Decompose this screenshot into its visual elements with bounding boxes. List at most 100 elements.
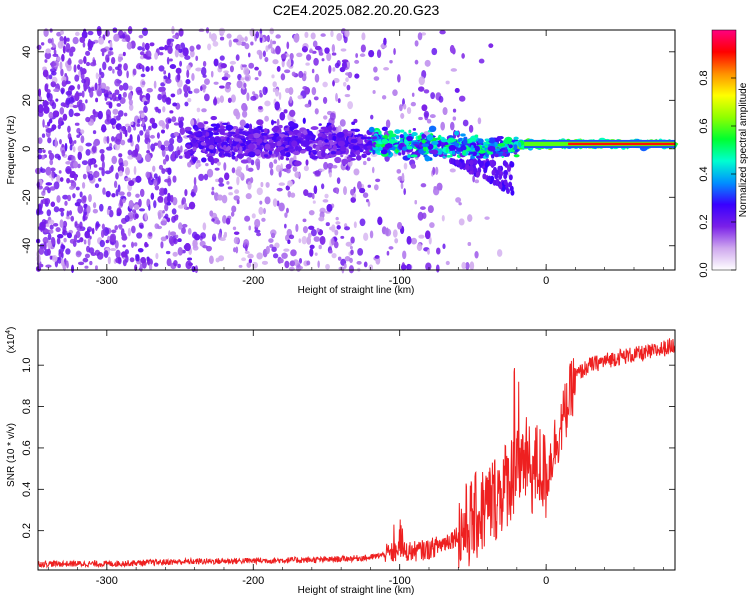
spectrogram-cell bbox=[414, 143, 418, 147]
spectrogram-cell bbox=[248, 123, 253, 130]
spectrogram-cell bbox=[418, 86, 425, 92]
spectrogram-cell bbox=[244, 215, 251, 222]
spectrogram-cell bbox=[354, 59, 360, 64]
spectrogram-cell bbox=[302, 129, 308, 136]
spectrogram-cell bbox=[44, 83, 49, 92]
spectrogram-cell bbox=[95, 171, 100, 178]
spectrogram-cell bbox=[219, 95, 224, 103]
spectrogram-cell bbox=[350, 188, 355, 196]
spectrogram-cell bbox=[421, 143, 430, 148]
spectrogram-cell bbox=[337, 140, 346, 147]
spectrogram-cell bbox=[67, 194, 72, 202]
colorbar-gradient bbox=[711, 29, 737, 271]
spectrogram-cell bbox=[57, 234, 64, 239]
spectrogram-cell bbox=[484, 161, 489, 168]
spectrogram-cell bbox=[184, 91, 189, 98]
spectrogram-cell bbox=[92, 140, 98, 147]
spectrogram-cell bbox=[240, 86, 247, 95]
spectrogram-cell bbox=[324, 193, 329, 199]
spectrogram-cell bbox=[311, 193, 315, 200]
spectrogram-cell bbox=[49, 224, 54, 230]
spectrogram-cell bbox=[126, 70, 129, 79]
spectrogram-cell bbox=[250, 95, 257, 101]
spectrogram-cell bbox=[80, 102, 86, 112]
spectrogram-cell bbox=[184, 126, 192, 131]
spectrogram-cell bbox=[96, 88, 102, 97]
spectrogram-cell bbox=[271, 74, 275, 79]
spectrogram-cell bbox=[280, 73, 286, 81]
spectrogram-cell bbox=[350, 197, 356, 203]
spectrogram-cell bbox=[45, 128, 53, 134]
spectrogram-cell bbox=[226, 33, 232, 39]
spectrogram-cell bbox=[231, 125, 239, 130]
spectrogram-cell bbox=[128, 180, 135, 186]
spectrogram-cell bbox=[272, 87, 276, 93]
spectrogram-cell bbox=[353, 168, 360, 176]
spectrogram-cell bbox=[127, 149, 133, 156]
spectrogram-cell bbox=[326, 52, 332, 62]
spectrogram-cell bbox=[58, 251, 63, 258]
spectrogram-cell bbox=[52, 223, 59, 227]
spectrogram-cell bbox=[477, 149, 486, 154]
spectrogram-cell bbox=[49, 28, 53, 33]
spectrogram-cell bbox=[509, 161, 514, 168]
spectrogram-cell bbox=[263, 139, 268, 143]
spectrogram-cell bbox=[286, 60, 292, 68]
spectrogram-cell bbox=[440, 121, 445, 131]
spectrogram-cell bbox=[331, 43, 336, 53]
spectrogram-cell bbox=[87, 40, 94, 49]
spectrogram-cell bbox=[330, 141, 335, 146]
spectrogram-cell bbox=[178, 222, 183, 230]
spectrogram-cell bbox=[60, 211, 64, 217]
spectrogram-cell bbox=[389, 59, 393, 64]
spectrogram-cell bbox=[473, 167, 478, 174]
spectrogram-cell bbox=[373, 184, 379, 191]
spectrogram-cell bbox=[385, 119, 391, 129]
spectrogram-cell bbox=[331, 237, 335, 246]
spectrogram-cell bbox=[341, 158, 349, 165]
spectrogram-cell bbox=[184, 152, 191, 159]
spectrogram-cell bbox=[418, 234, 425, 239]
spectrogram-cell bbox=[103, 250, 109, 258]
spectrogram-cell bbox=[308, 49, 314, 54]
spectrogram-cell bbox=[368, 49, 375, 58]
spectrogram-cell bbox=[182, 47, 189, 57]
spectrogram-cell bbox=[274, 101, 280, 111]
spectrogram-cell bbox=[421, 139, 426, 144]
spectrogram-cell bbox=[193, 88, 200, 94]
spectrogram-cell bbox=[77, 151, 82, 160]
spectrogram-cell bbox=[113, 115, 117, 119]
spectrogram-cell bbox=[193, 184, 198, 194]
spectrogram-cell bbox=[178, 155, 183, 159]
spectrogram-cell bbox=[275, 34, 281, 39]
x-tick-label: -100 bbox=[389, 275, 411, 287]
spectrogram-cell bbox=[225, 82, 231, 90]
spectrogram-cell bbox=[377, 141, 383, 145]
spectrogram-cell bbox=[111, 92, 117, 102]
spectrogram-cell bbox=[467, 214, 473, 222]
spectrogram-cell bbox=[288, 234, 295, 240]
spectrogram-cell bbox=[100, 82, 107, 89]
spectrogram-cell bbox=[436, 182, 443, 191]
spectrogram-cell bbox=[272, 81, 277, 88]
spectrogram-cell bbox=[322, 81, 328, 88]
spectrogram-cell bbox=[270, 46, 274, 53]
spectrogram-cell bbox=[111, 193, 116, 198]
spectrogram-cell bbox=[224, 172, 230, 181]
spectrogram-cell bbox=[289, 52, 294, 60]
spectrogram-cell bbox=[72, 193, 76, 199]
spectrogram-cell bbox=[42, 119, 45, 128]
spectrogram-cell bbox=[285, 157, 290, 161]
spectrogram-cell bbox=[269, 39, 273, 48]
spectrogram-cell bbox=[185, 79, 191, 85]
spectrogram-cell bbox=[162, 106, 166, 113]
spectrogram-cell bbox=[140, 188, 145, 197]
spectrogram-cell bbox=[47, 121, 51, 127]
spectrogram-cell bbox=[376, 49, 382, 58]
spectrogram-cell bbox=[225, 217, 231, 225]
spectrogram-cell bbox=[168, 58, 173, 62]
spectrogram-cell bbox=[227, 97, 232, 103]
spectrogram-cell bbox=[265, 35, 270, 42]
spectrogram-cell bbox=[47, 137, 52, 144]
spectrogram-cell bbox=[205, 132, 210, 137]
